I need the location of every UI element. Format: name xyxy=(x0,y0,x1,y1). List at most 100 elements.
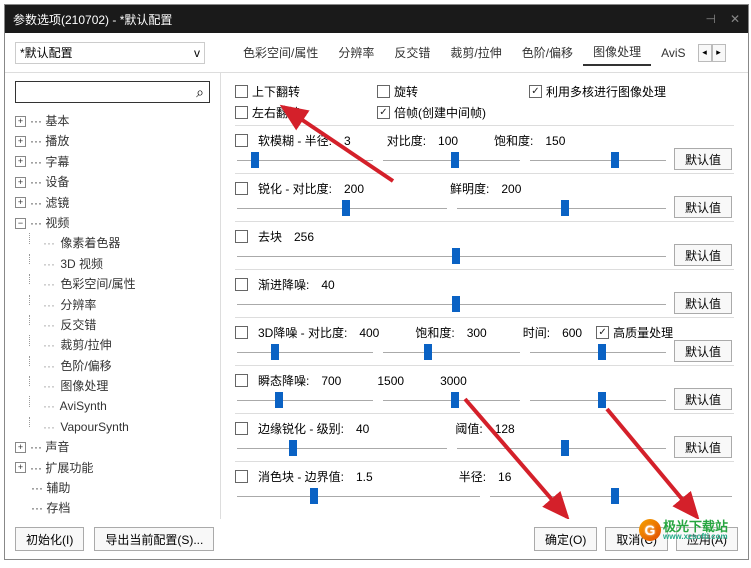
tab-6[interactable]: AviS xyxy=(651,42,695,64)
tree-child-item[interactable]: ··· 图像处理 xyxy=(15,376,210,396)
expand-icon[interactable]: + xyxy=(15,156,26,167)
tab-0[interactable]: 色彩空间/属性 xyxy=(233,40,328,65)
slider[interactable] xyxy=(530,343,666,361)
section-checkbox[interactable] xyxy=(235,134,248,147)
expand-icon[interactable]: + xyxy=(15,116,26,127)
section-checkbox[interactable] xyxy=(235,326,248,339)
section-7: 消色块 - 边界值: 1.5半径: 16 xyxy=(235,461,734,509)
tree-child-item[interactable]: ··· 裁剪/拉伸 xyxy=(15,335,210,355)
section-checkbox[interactable] xyxy=(235,182,248,195)
tree-child-item[interactable]: ··· 反交错 xyxy=(15,315,210,335)
tree-item[interactable]: +··· 字幕 xyxy=(15,152,210,172)
expand-icon[interactable]: + xyxy=(15,462,26,473)
tree-label: ··· 扩展功能 xyxy=(30,458,93,478)
close-icon[interactable]: ✕ xyxy=(730,12,740,26)
tree-item[interactable]: +··· 播放 xyxy=(15,131,210,151)
slider[interactable] xyxy=(237,487,480,505)
fliph-checkbox[interactable] xyxy=(235,106,248,119)
slider[interactable] xyxy=(457,199,667,217)
param-label: 1500 xyxy=(377,374,404,388)
slider[interactable] xyxy=(457,439,667,457)
tree-child-item[interactable]: ··· 色彩空间/属性 xyxy=(15,274,210,294)
tab-2[interactable]: 反交错 xyxy=(384,40,440,65)
tree-item[interactable]: +··· 设备 xyxy=(15,172,210,192)
flipv-checkbox[interactable] xyxy=(235,85,248,98)
param-label: 3000 xyxy=(440,374,467,388)
slider[interactable] xyxy=(237,439,447,457)
tab-3[interactable]: 裁剪/拉伸 xyxy=(440,40,511,65)
tree-item[interactable]: +··· 声音 xyxy=(15,437,210,457)
export-button[interactable]: 导出当前配置(S)... xyxy=(94,527,214,551)
hq-checkbox[interactable] xyxy=(596,326,609,339)
init-button[interactable]: 初始化(I) xyxy=(15,527,84,551)
default-button[interactable]: 默认值 xyxy=(674,244,732,266)
slider[interactable] xyxy=(237,391,373,409)
section-checkbox[interactable] xyxy=(235,470,248,483)
section-6: 边缘锐化 - 级别: 40阈值: 128默认值 xyxy=(235,413,734,461)
apply-button[interactable]: 应用(A) xyxy=(676,527,738,551)
tree-item[interactable]: ··· 存档 xyxy=(15,498,210,518)
default-button[interactable]: 默认值 xyxy=(674,292,732,314)
tree-item[interactable]: ··· 辅助 xyxy=(15,478,210,498)
pin-icon[interactable]: ⊣ xyxy=(705,12,715,26)
section-checkbox[interactable] xyxy=(235,230,248,243)
titlebar: 参数选项(210702) - *默认配置 ⊣ ✕ xyxy=(5,5,748,33)
window-title: 参数选项(210702) - *默认配置 xyxy=(13,11,172,28)
cancel-button[interactable]: 取消(C) xyxy=(605,527,668,551)
default-button[interactable]: 默认值 xyxy=(674,388,732,410)
tab-1[interactable]: 分辨率 xyxy=(328,40,384,65)
tab-nav-right[interactable]: ▸ xyxy=(712,44,726,62)
slider[interactable] xyxy=(490,487,733,505)
collapse-icon[interactable]: − xyxy=(15,218,26,229)
tree-item[interactable]: +··· 基本 xyxy=(15,111,210,131)
slider[interactable] xyxy=(237,247,666,265)
slider[interactable] xyxy=(383,391,519,409)
slider[interactable] xyxy=(383,151,519,169)
tree-child-item[interactable]: ··· 分辨率 xyxy=(15,295,210,315)
section-title: 渐进降噪: 40 xyxy=(258,276,335,293)
section-checkbox[interactable] xyxy=(235,374,248,387)
slider[interactable] xyxy=(237,151,373,169)
param-label: 饱和度: 150 xyxy=(494,132,565,149)
config-dropdown[interactable]: *默认配置 v xyxy=(15,42,205,64)
param-label: 阈值: 128 xyxy=(455,420,514,437)
section-title: 锐化 - 对比度: 200 xyxy=(258,180,364,197)
tree-child-item[interactable]: ··· 像素着色器 xyxy=(15,233,210,253)
tab-nav: ◂ ▸ xyxy=(698,44,726,62)
tree-child-item[interactable]: ··· 3D 视频 xyxy=(15,254,210,274)
section-checkbox[interactable] xyxy=(235,422,248,435)
rotate-checkbox[interactable] xyxy=(377,85,390,98)
tab-4[interactable]: 色阶/偏移 xyxy=(512,40,583,65)
default-button[interactable]: 默认值 xyxy=(674,148,732,170)
tree-item[interactable]: + ··· 扩展功能 xyxy=(15,458,210,478)
slider[interactable] xyxy=(237,295,666,313)
multicore-checkbox[interactable] xyxy=(529,85,542,98)
tab-nav-left[interactable]: ◂ xyxy=(698,44,712,62)
tree-child-item[interactable]: ··· 色阶/偏移 xyxy=(15,356,210,376)
expand-icon[interactable]: + xyxy=(15,197,26,208)
body: ⌕ +··· 基本+··· 播放+··· 字幕+··· 设备+··· 滤镜−··… xyxy=(5,73,748,519)
expand-icon[interactable]: + xyxy=(15,136,26,147)
slider[interactable] xyxy=(383,343,519,361)
footer: 初始化(I) 导出当前配置(S)... 确定(O) 取消(C) 应用(A) xyxy=(15,525,738,553)
default-button[interactable]: 默认值 xyxy=(674,196,732,218)
default-button[interactable]: 默认值 xyxy=(674,436,732,458)
expand-icon[interactable]: + xyxy=(15,442,26,453)
expand-icon[interactable]: + xyxy=(15,177,26,188)
search-wrap: ⌕ xyxy=(15,81,210,111)
slider[interactable] xyxy=(530,391,666,409)
slider[interactable] xyxy=(237,199,447,217)
tree-child-item[interactable]: ··· VapourSynth xyxy=(15,417,210,437)
tree-item[interactable]: +··· 滤镜 xyxy=(15,193,210,213)
tab-5[interactable]: 图像处理 xyxy=(583,39,651,66)
search-input[interactable] xyxy=(15,81,210,103)
interp-checkbox[interactable] xyxy=(377,106,390,119)
section-checkbox[interactable] xyxy=(235,278,248,291)
default-button[interactable]: 默认值 xyxy=(674,340,732,362)
tree-child-item[interactable]: ··· AviSynth xyxy=(15,396,210,416)
slider[interactable] xyxy=(237,343,373,361)
tree-item[interactable]: −··· 视频 xyxy=(15,213,210,233)
search-icon[interactable]: ⌕ xyxy=(196,84,204,101)
slider[interactable] xyxy=(530,151,666,169)
ok-button[interactable]: 确定(O) xyxy=(534,527,597,551)
